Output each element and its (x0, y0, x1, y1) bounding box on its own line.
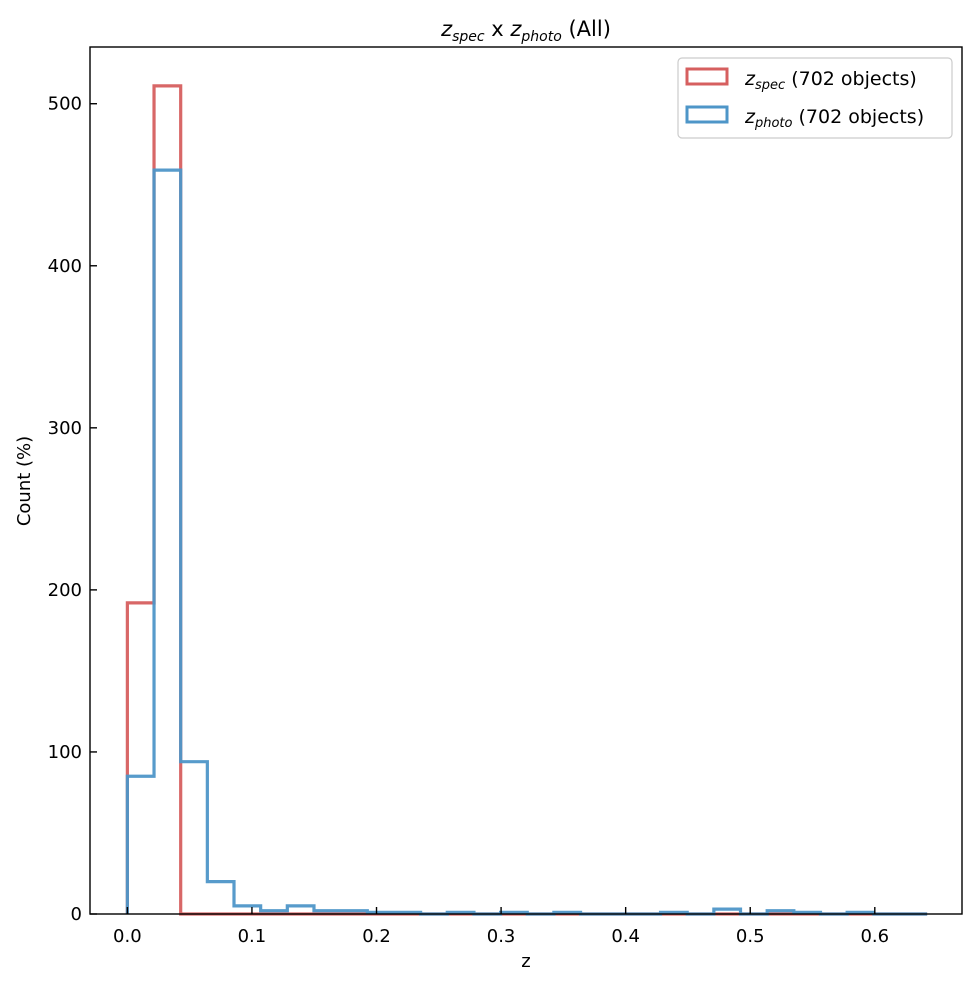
y-tick-label: 300 (48, 418, 82, 439)
x-tick-label: 0.1 (238, 926, 267, 947)
legend-label-spec: zspec (702 objects) (744, 68, 917, 93)
y-tick-label: 400 (48, 256, 82, 277)
legend-swatch-photo (685, 105, 729, 124)
series-zspec-step-line (125, 84, 928, 916)
x-tick-label: 0.6 (860, 926, 889, 947)
y-tick-label: 0 (71, 904, 82, 925)
legend-box (677, 57, 953, 139)
y-axis-label: Count (%) (14, 436, 35, 526)
x-tick-label: 0.3 (487, 926, 516, 947)
y-tick-label: 500 (48, 94, 82, 115)
chart-title: zspec x zphoto (All) (440, 17, 611, 45)
x-tick-label: 0.4 (611, 926, 640, 947)
x-axis-label: z (521, 951, 530, 972)
x-tick-label: 0.0 (113, 926, 142, 947)
x-tick-label: 0.5 (736, 926, 765, 947)
legend-label-photo: zphoto (702 objects) (744, 106, 924, 131)
legend: zspec (702 objects) zphoto (702 objects) (677, 57, 953, 139)
y-tick-label: 100 (48, 742, 82, 763)
y-axis-ticks: 0 100 200 300 400 500 (48, 94, 97, 925)
axes-frame (89, 46, 963, 915)
series-layer (125, 84, 928, 916)
x-axis-ticks: 0.0 0.1 0.2 0.3 0.4 0.5 0.6 (113, 907, 889, 947)
y-tick-label: 200 (48, 580, 82, 601)
series-zphoto-step-line (125, 168, 928, 916)
x-tick-label: 0.2 (362, 926, 391, 947)
legend-swatch-spec (685, 67, 729, 86)
